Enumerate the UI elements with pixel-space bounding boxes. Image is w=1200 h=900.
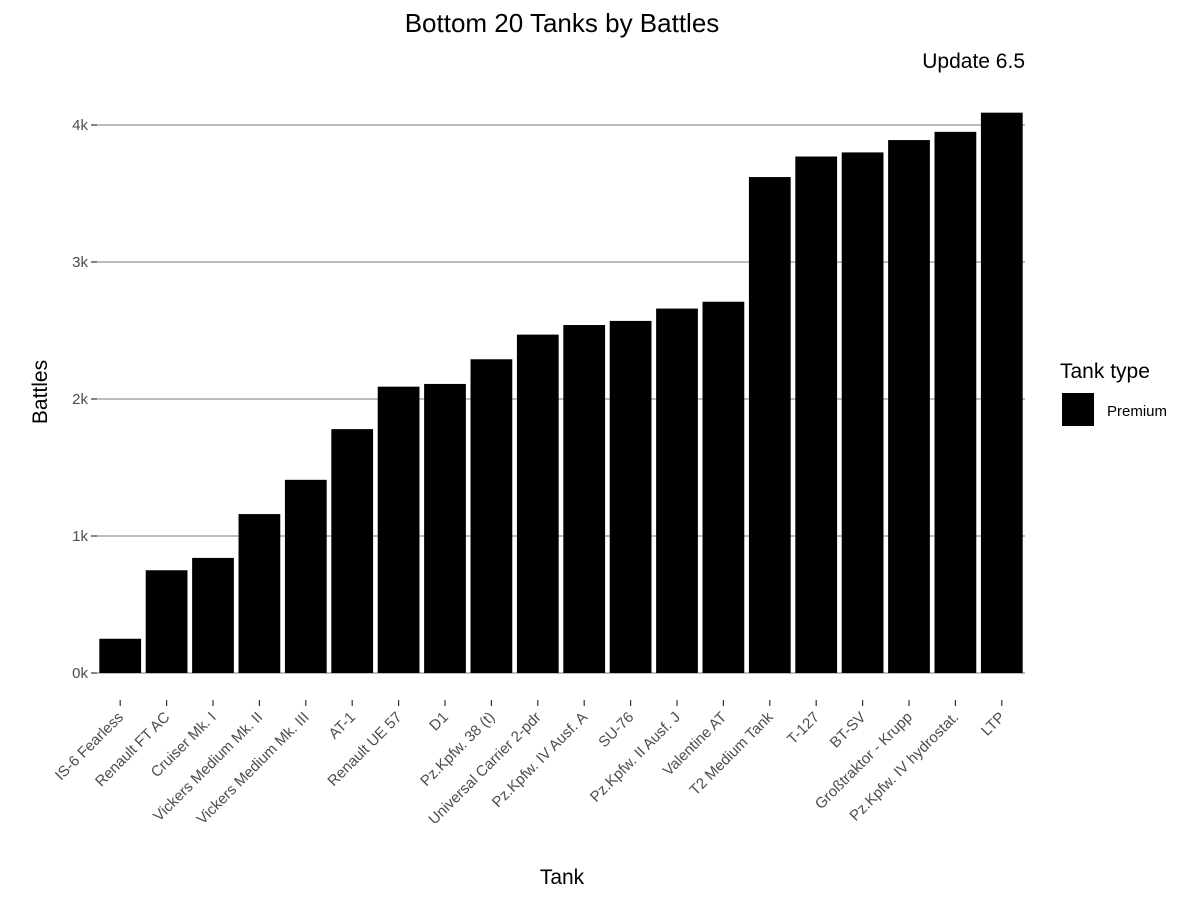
bar bbox=[656, 308, 698, 673]
y-tick-label: 3k bbox=[72, 254, 88, 271]
bar bbox=[424, 383, 466, 673]
legend: Tank type Premium bbox=[1060, 360, 1167, 426]
bar bbox=[331, 429, 374, 673]
bar bbox=[284, 479, 327, 673]
x-axis-label: Tank bbox=[540, 866, 585, 889]
bar bbox=[609, 320, 652, 673]
chart-subtitle: Update 6.5 bbox=[922, 50, 1025, 73]
y-tick-label: 0k bbox=[72, 665, 88, 682]
x-tick-label: BT-SV bbox=[827, 709, 870, 752]
legend-label-premium: Premium bbox=[1107, 403, 1167, 420]
y-tick-label: 2k bbox=[72, 391, 88, 408]
bar bbox=[702, 301, 745, 673]
bar bbox=[377, 386, 420, 673]
x-tick-label: LTP bbox=[978, 709, 1009, 740]
bar bbox=[980, 112, 1023, 674]
x-tick-label: SU-76 bbox=[595, 709, 637, 751]
bar bbox=[145, 570, 188, 673]
x-tick-label: T2 Medium Tank bbox=[686, 708, 777, 799]
y-axis-label: Battles bbox=[29, 360, 52, 424]
bar bbox=[192, 557, 234, 673]
x-tick-label: D1 bbox=[426, 709, 452, 735]
x-tick-label: AT-1 bbox=[325, 709, 359, 743]
y-tick-label: 4k bbox=[72, 117, 88, 134]
y-tick-label: 1k bbox=[72, 528, 88, 545]
legend-key-premium bbox=[1062, 393, 1094, 426]
bar bbox=[748, 177, 791, 673]
bar bbox=[888, 140, 930, 673]
bar bbox=[841, 152, 884, 673]
bar bbox=[238, 514, 281, 673]
gridlines bbox=[97, 124, 1025, 674]
y-axis-ticks: 0k 1k 2k 3k 4k bbox=[72, 117, 97, 682]
bar bbox=[99, 638, 142, 673]
legend-title: Tank type bbox=[1060, 360, 1150, 383]
bar bbox=[516, 334, 559, 673]
bars bbox=[99, 112, 1023, 674]
chart-title: Bottom 20 Tanks by Battles bbox=[405, 8, 720, 38]
bar bbox=[563, 325, 606, 673]
bar bbox=[795, 156, 838, 673]
bar bbox=[470, 359, 513, 673]
bar bbox=[934, 131, 977, 674]
x-tick-label: T-127 bbox=[784, 709, 823, 748]
